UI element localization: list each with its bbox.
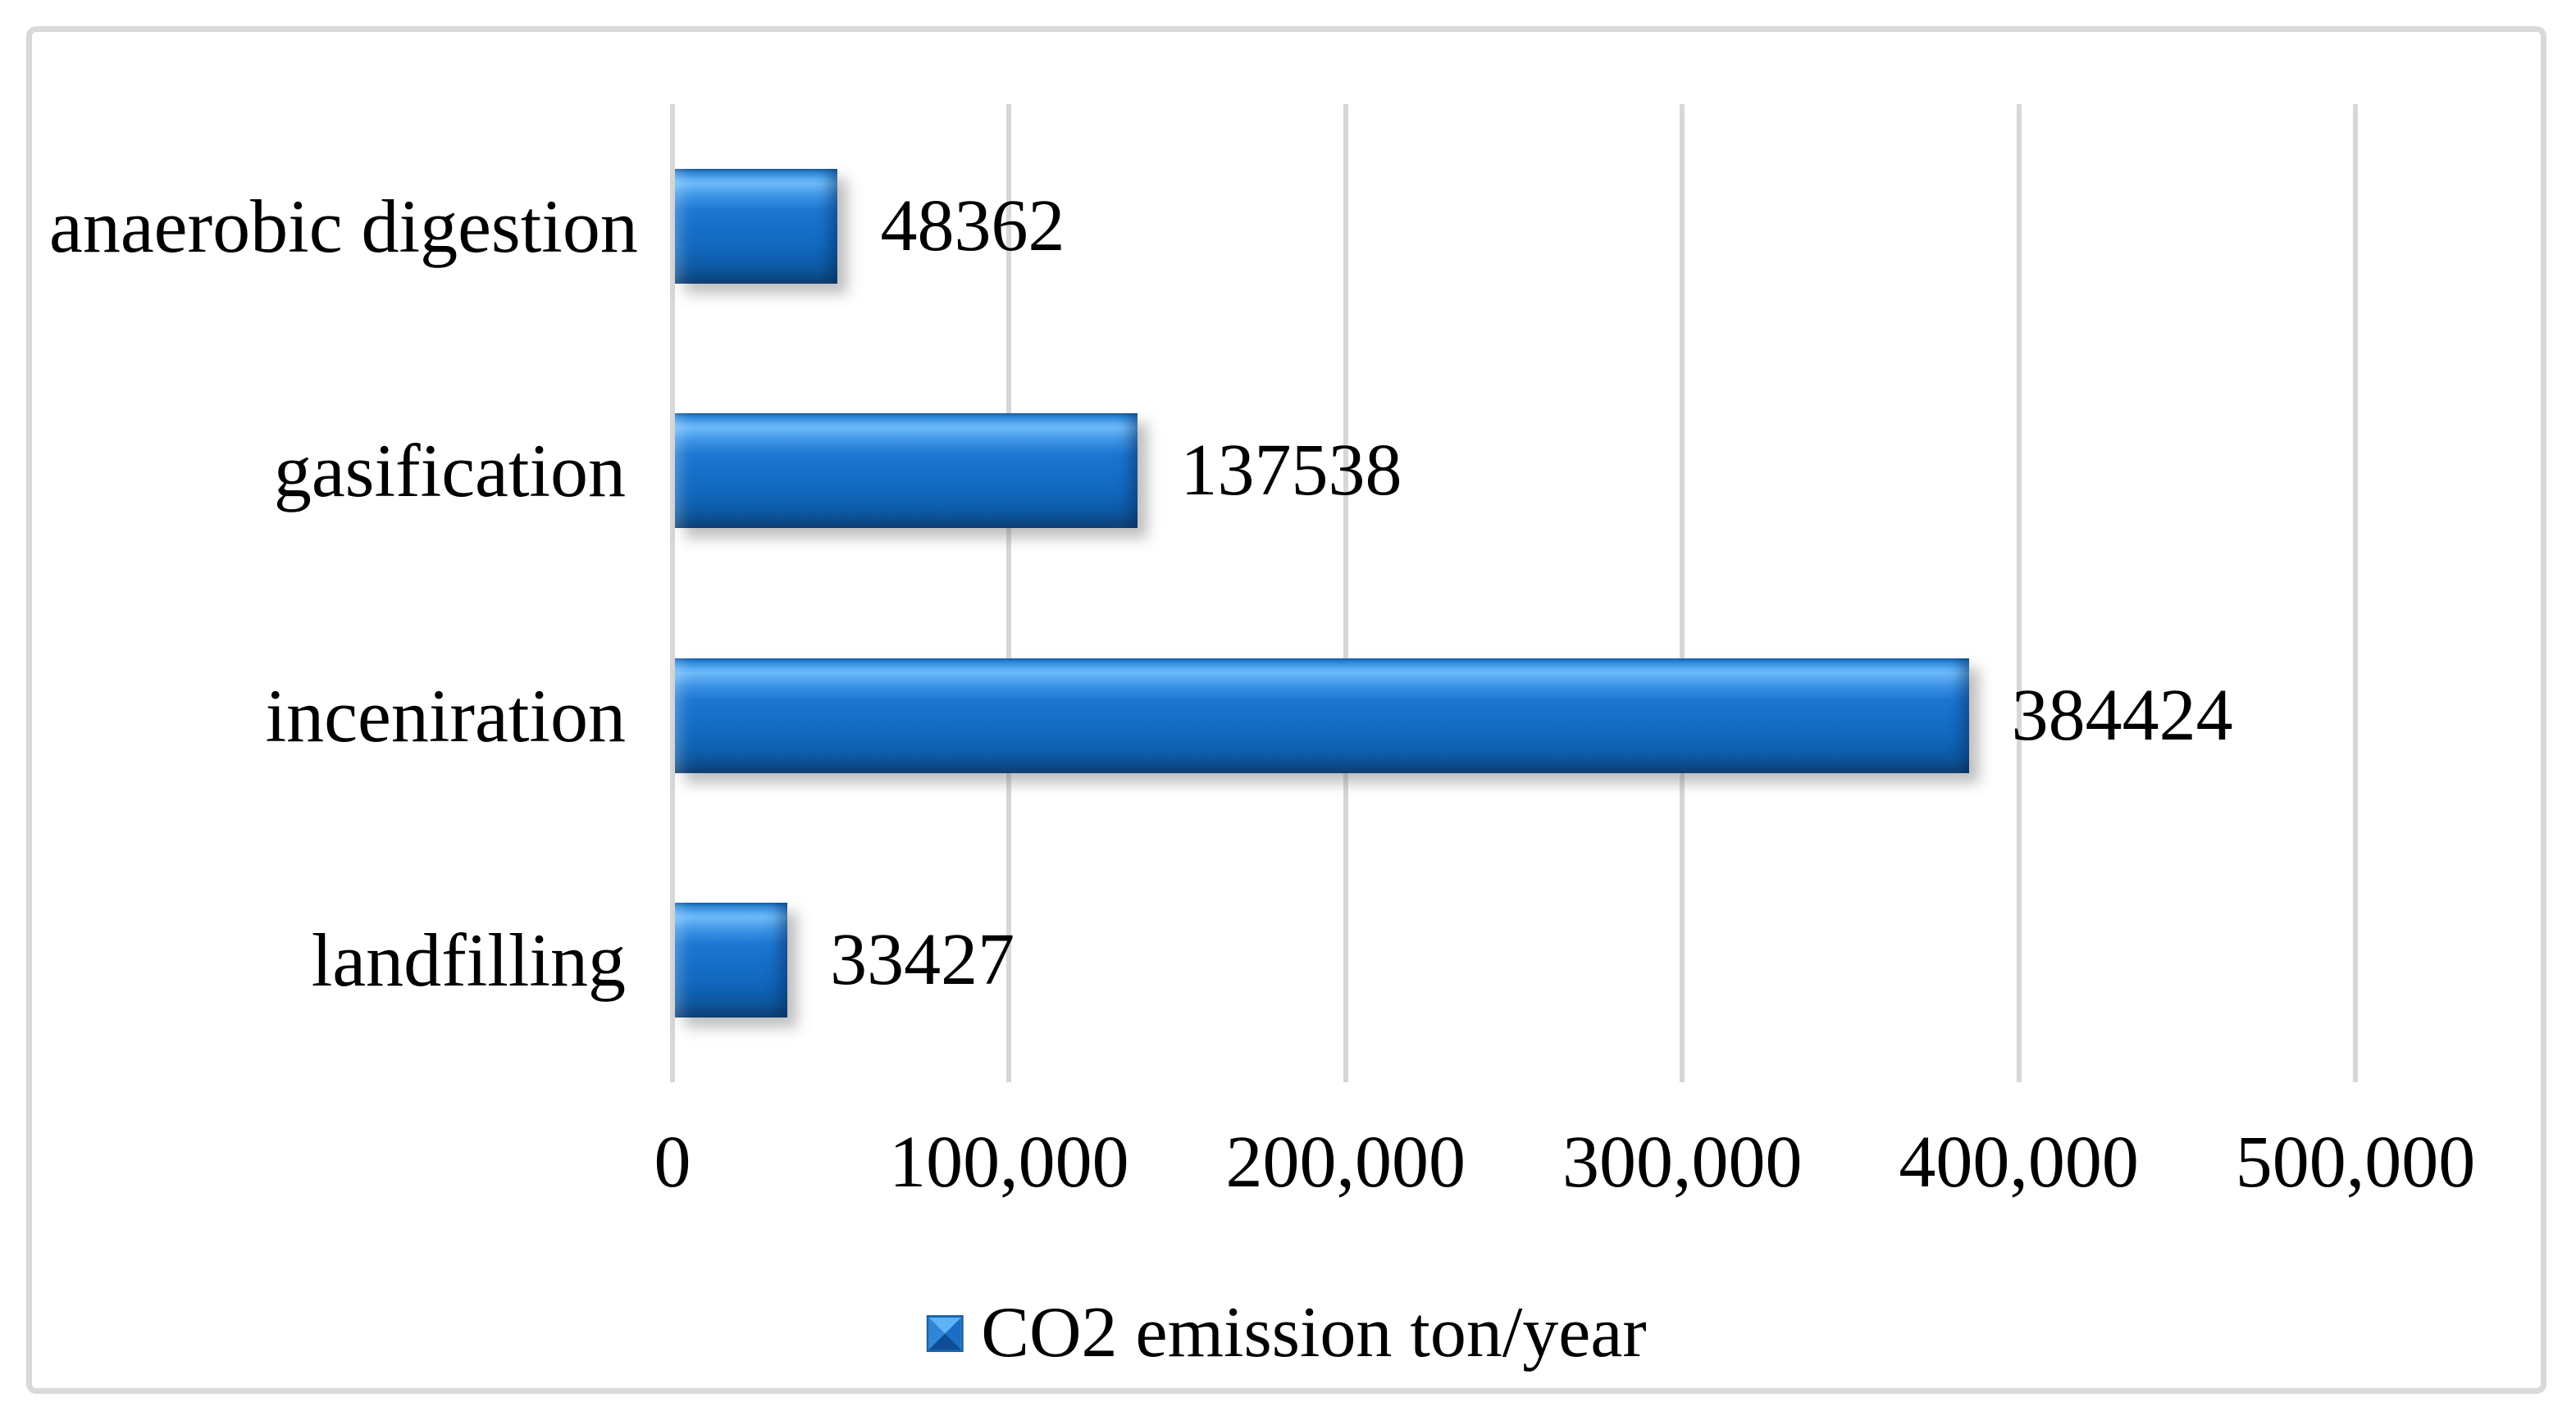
bar bbox=[675, 169, 838, 285]
bar bbox=[675, 413, 1138, 529]
value-label: 384424 bbox=[2011, 674, 2233, 756]
legend: CO2 emission ton/year bbox=[926, 1288, 1647, 1378]
gridline bbox=[1343, 104, 1348, 1082]
value-label: 33427 bbox=[830, 918, 1015, 1000]
x-tick-label: 0 bbox=[654, 1122, 691, 1203]
gridline bbox=[1680, 104, 1685, 1082]
chart-frame: CO2 emission ton/year 0 100,000 200,000 300… bbox=[26, 26, 2546, 1394]
x-tick-label: 400,000 bbox=[1899, 1122, 2139, 1203]
category-label: landfilling bbox=[311, 917, 626, 1002]
category-label: gasification bbox=[273, 429, 626, 513]
gridline bbox=[670, 104, 675, 1082]
gridline bbox=[1006, 104, 1012, 1082]
category-label: anaerobic digestion bbox=[49, 184, 638, 269]
x-tick-label: 100,000 bbox=[889, 1122, 1129, 1203]
value-label: 137538 bbox=[1180, 430, 1402, 512]
gridline bbox=[2016, 104, 2022, 1082]
x-tick-label: 300,000 bbox=[1562, 1122, 1803, 1203]
gridline bbox=[2353, 104, 2358, 1082]
x-tick-label: 200,000 bbox=[1225, 1122, 1466, 1203]
value-label: 48362 bbox=[880, 185, 1065, 267]
legend-label: CO2 emission ton/year bbox=[981, 1293, 1647, 1373]
bar bbox=[675, 658, 1969, 773]
bar bbox=[675, 902, 788, 1018]
legend-marker-icon bbox=[926, 1314, 964, 1352]
x-tick-label: 500,000 bbox=[2235, 1122, 2476, 1203]
category-label: inceniration bbox=[265, 673, 626, 758]
